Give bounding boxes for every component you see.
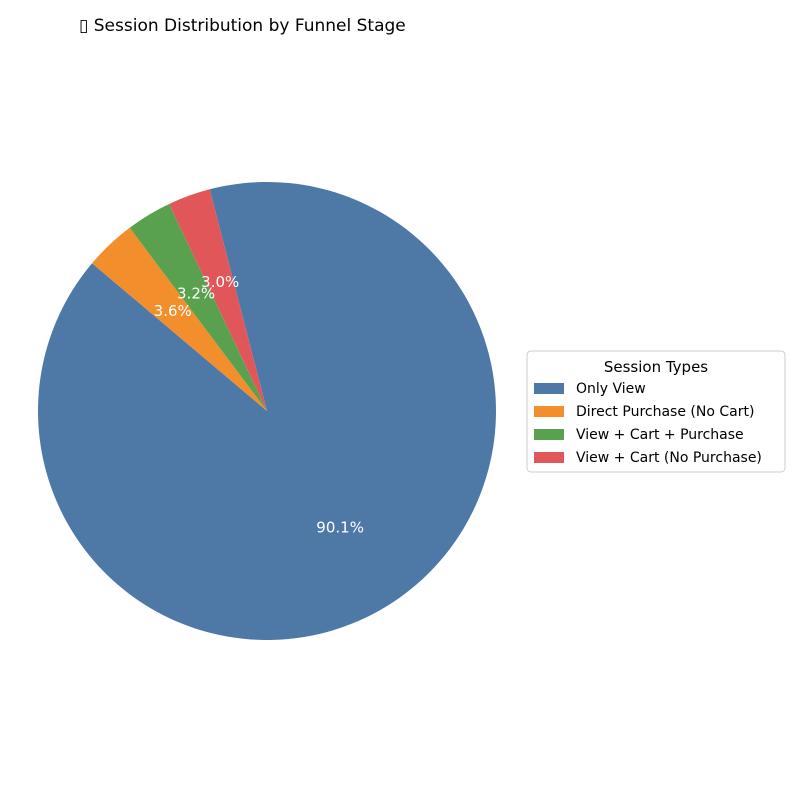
pie-slice-direct-purchase-no-cart (92, 227, 267, 411)
legend-swatch-only-view (534, 383, 564, 394)
pie-slice-view-cart-purchase (129, 203, 267, 411)
pie-percent-labels: 90.1% 3.6%3.2%3.0% (154, 273, 364, 537)
chart-title: ▯ Session Distribution by Funnel Stage (79, 16, 406, 36)
pie-slices (37, 182, 497, 640)
legend-label-view-cart-purchase: View + Cart + Purchase (576, 427, 744, 443)
pie-slice-view-cart-no-purchase (169, 189, 267, 411)
legend-title: Session Types (604, 358, 708, 376)
pie-percent-label-view-cart-no-purchase: 3.0% (201, 273, 239, 291)
legend-swatch-view-cart-purchase (534, 429, 564, 440)
legend-swatch-direct-purchase-no-cart (534, 406, 564, 417)
pie-percent-label-view-cart-purchase: 3.2% (177, 284, 215, 302)
legend-label-view-cart-no-purchase: View + Cart (No Purchase) (576, 450, 762, 466)
legend: Session Types Only View Direct Purchase (… (526, 350, 786, 473)
legend-swatch-view-cart-no-purchase (534, 452, 564, 463)
pie-percent-label-only-view: 90.1% (316, 518, 364, 536)
legend-items: Only View Direct Purchase (No Cart) View +… (534, 381, 762, 466)
legend-label-direct-purchase-no-cart: Direct Purchase (No Cart) (576, 404, 754, 420)
legend-label-only-view: Only View (576, 381, 646, 397)
legend-frame (526, 350, 786, 473)
pie-percent-label-direct-purchase-no-cart: 3.6% (154, 302, 192, 320)
